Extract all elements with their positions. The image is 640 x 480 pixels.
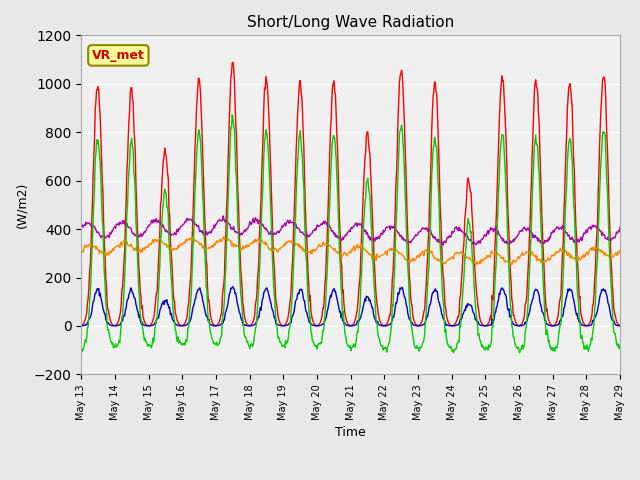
Y-axis label: (W/m2): (W/m2) [15, 181, 28, 228]
LW out [437, 240, 445, 245]
Line: SW out: SW out [81, 287, 620, 326]
LW in [437, 259, 445, 265]
LW out [439, 242, 447, 248]
SW in [287, 286, 295, 292]
SW out [437, 305, 445, 311]
SW out [240, 322, 248, 327]
Line: SW in: SW in [81, 62, 620, 326]
Rnet [141, 337, 148, 343]
SW in [437, 218, 445, 224]
Rnet [267, 210, 275, 216]
SW in [448, 323, 456, 329]
SW in [407, 293, 415, 299]
LW out [287, 220, 295, 226]
SW out [448, 323, 456, 329]
Title: Short/Long Wave Radiation: Short/Long Wave Radiation [247, 15, 454, 30]
LW in [77, 247, 85, 253]
SW in [229, 60, 237, 65]
LW in [407, 257, 415, 263]
Line: Rnet: Rnet [81, 115, 620, 353]
LW out [616, 225, 624, 230]
LW in [616, 248, 624, 253]
Line: LW out: LW out [81, 216, 620, 245]
LW out [220, 213, 227, 219]
LW out [407, 240, 415, 246]
LW in [220, 234, 228, 240]
Rnet [407, 315, 415, 321]
LW in [141, 247, 148, 253]
SW in [616, 323, 624, 328]
SW out [267, 300, 275, 305]
SW in [77, 323, 85, 328]
LW out [267, 228, 275, 234]
Text: VR_met: VR_met [92, 49, 145, 62]
SW in [141, 319, 148, 324]
Rnet [77, 346, 85, 352]
Rnet [287, 308, 295, 313]
SW out [77, 323, 85, 329]
SW out [407, 318, 415, 324]
SW out [229, 284, 237, 289]
Rnet [516, 350, 524, 356]
Rnet [437, 255, 445, 261]
LW in [472, 262, 480, 268]
LW in [240, 245, 248, 251]
SW out [616, 323, 624, 329]
SW out [141, 323, 148, 328]
Rnet [240, 331, 248, 336]
Rnet [616, 346, 624, 352]
SW in [240, 312, 248, 317]
Line: LW in: LW in [81, 237, 620, 265]
SW in [267, 170, 275, 176]
Rnet [228, 112, 236, 118]
LW out [77, 224, 85, 230]
SW out [287, 320, 295, 325]
LW in [267, 245, 275, 251]
X-axis label: Time: Time [335, 426, 366, 439]
LW out [141, 229, 148, 235]
Legend: SW in, LW in, SW out, LW out, Rnet: SW in, LW in, SW out, LW out, Rnet [115, 476, 586, 480]
LW out [240, 228, 248, 233]
LW in [287, 238, 295, 244]
